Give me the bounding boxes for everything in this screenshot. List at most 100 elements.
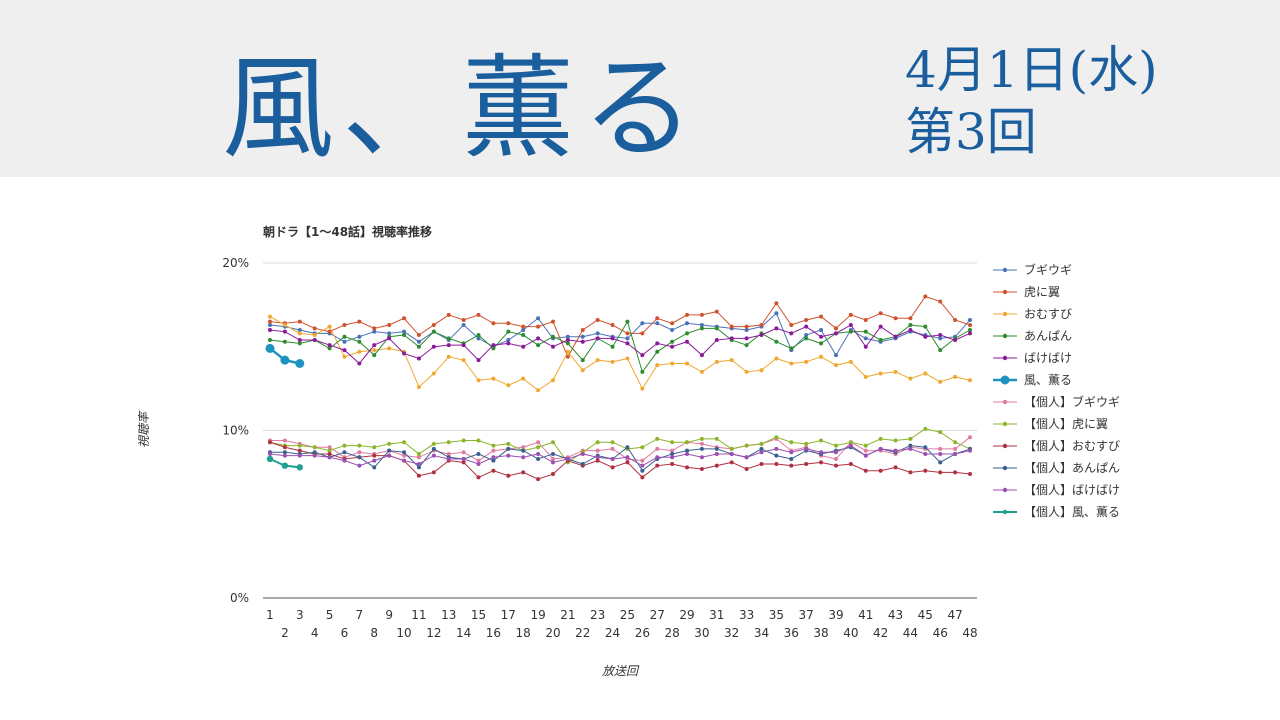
point: [402, 333, 407, 338]
point: [744, 455, 749, 460]
point: [729, 460, 734, 465]
x-tick-label: 4: [311, 626, 319, 640]
point: [387, 448, 392, 453]
point: [550, 456, 555, 461]
point: [446, 312, 451, 317]
point: [893, 448, 898, 453]
point: [953, 440, 958, 445]
point: [536, 477, 541, 482]
point: [670, 451, 675, 456]
point: [968, 472, 972, 477]
x-tick-label: 17: [501, 608, 516, 622]
point: [908, 328, 913, 332]
point: [580, 358, 585, 363]
point: [938, 451, 943, 456]
point: [923, 324, 928, 329]
x-tick-label: 15: [471, 608, 486, 622]
x-tick-label: 34: [754, 626, 769, 640]
point: [625, 331, 630, 336]
point: [670, 462, 675, 466]
point: [848, 329, 853, 334]
point: [610, 456, 615, 461]
point: [476, 458, 481, 463]
point: [387, 453, 392, 458]
x-tick-label: 43: [888, 608, 903, 622]
point: [312, 333, 317, 338]
episode: 第3回: [905, 103, 1037, 161]
point: [863, 344, 868, 349]
point: [655, 321, 660, 326]
point: [625, 445, 630, 450]
point: [297, 448, 302, 453]
point: [655, 436, 660, 441]
point: [297, 341, 302, 346]
point: [878, 436, 883, 441]
point: [327, 329, 332, 334]
point: [833, 456, 838, 461]
point: [282, 450, 287, 455]
point: [536, 388, 541, 393]
legend-dot: [1002, 487, 1008, 493]
point: [729, 336, 734, 341]
point: [461, 358, 466, 363]
point: [774, 356, 779, 361]
point: [461, 317, 466, 322]
point: [848, 462, 853, 466]
x-tick-label: 22: [575, 626, 590, 640]
point: [714, 436, 719, 441]
point: [280, 355, 290, 365]
point: [923, 468, 928, 473]
point: [610, 336, 615, 341]
point: [714, 338, 719, 343]
point: [565, 349, 570, 354]
point: [968, 322, 972, 327]
point: [953, 451, 958, 456]
point: [521, 324, 526, 329]
point: [610, 344, 615, 349]
point: [506, 446, 511, 451]
point: [938, 348, 943, 353]
x-tick-label: 3: [296, 608, 304, 622]
point: [774, 435, 779, 440]
point: [789, 331, 794, 336]
point: [848, 443, 853, 448]
x-tick-label: 32: [724, 626, 739, 640]
point: [848, 440, 853, 445]
point: [908, 316, 913, 321]
x-tick-label: 41: [858, 608, 873, 622]
legend-dot: [1002, 289, 1008, 295]
series-line: [269, 295, 971, 358]
x-tick-label: 33: [739, 608, 754, 622]
legend-label: ばけばけ: [1024, 351, 1072, 365]
point: [521, 328, 526, 332]
point: [342, 334, 347, 339]
point: [595, 455, 600, 460]
x-tick-label: 25: [620, 608, 635, 622]
point: [580, 451, 585, 456]
point: [342, 339, 347, 344]
point: [536, 343, 541, 348]
point: [908, 322, 913, 327]
point: [968, 317, 972, 322]
x-tick-label: 29: [679, 608, 694, 622]
point: [506, 329, 511, 334]
point: [804, 324, 809, 329]
point: [655, 341, 660, 346]
point: [789, 346, 794, 351]
point: [387, 346, 392, 351]
point: [655, 455, 660, 460]
legend-label: 【個人】ばけばけ: [1024, 483, 1120, 497]
point: [521, 333, 526, 338]
point: [759, 446, 764, 451]
legend-dot: [1002, 443, 1008, 449]
point: [759, 450, 764, 455]
point: [506, 383, 511, 388]
point: [699, 353, 704, 358]
point: [446, 336, 451, 341]
point: [595, 458, 600, 463]
point: [968, 378, 972, 383]
point: [550, 378, 555, 383]
point: [268, 319, 272, 324]
point: [938, 470, 943, 475]
point: [819, 354, 824, 359]
